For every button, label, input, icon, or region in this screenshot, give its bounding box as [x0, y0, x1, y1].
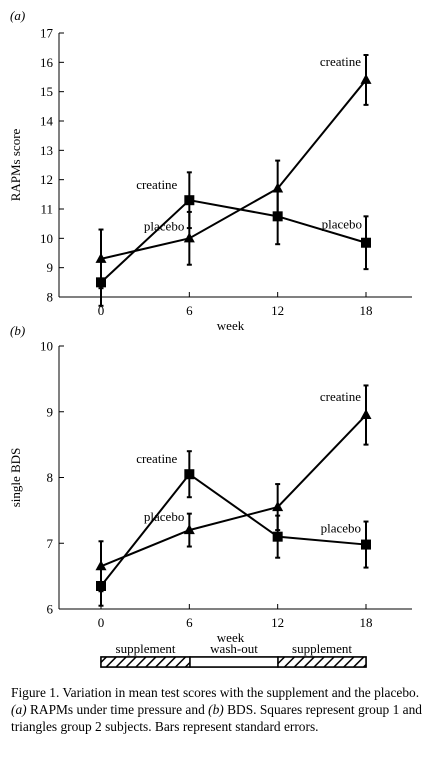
x-axis-label: week [217, 630, 245, 645]
caption-a-tag: (a) [11, 702, 27, 717]
series-annotation: placebo [322, 217, 362, 232]
y-tick-label: 8 [47, 470, 54, 485]
triangle-marker [95, 560, 107, 571]
x-tick-label: 12 [271, 615, 284, 630]
panel-b-chart: 6 7 8 9 10 0 6 12 18 week single BDS (b) creatine pla… [8, 323, 412, 645]
triangle-marker [360, 409, 372, 420]
y-tick-label: 15 [40, 84, 53, 99]
y-tick-label: 17 [40, 26, 54, 41]
triangle-marker [272, 182, 284, 193]
y-tick-label: 10 [40, 231, 53, 246]
y-tick-label: 9 [47, 404, 54, 419]
triangle-marker [360, 73, 372, 84]
triangle-marker [183, 232, 195, 243]
y-tick-label: 7 [47, 536, 54, 551]
timeline-segment [277, 656, 367, 668]
series-line [100, 199, 367, 284]
y-tick-label: 8 [47, 290, 54, 305]
x-tick-label: 0 [98, 615, 105, 630]
series-annotation: creatine [136, 451, 177, 466]
square-marker [361, 237, 371, 248]
timeline-segment-label: supplement [116, 641, 176, 656]
series-annotation: creatine [136, 177, 177, 192]
y-axis-label: single BDS [8, 448, 23, 508]
caption-b-text: BDS. Squares represent group 1 and trian… [11, 702, 422, 734]
caption-lead: Figure 1. Variation in mean test scores … [11, 685, 420, 700]
x-tick-label: 18 [360, 615, 373, 630]
triangle-marker [183, 524, 195, 535]
series-line [100, 79, 367, 260]
series-annotation: placebo [144, 509, 184, 524]
y-tick-label: 6 [47, 602, 54, 617]
x-axis-label: week [217, 318, 245, 333]
series-annotation: placebo [321, 521, 361, 536]
y-tick-label: 14 [40, 114, 54, 129]
y-tick-label: 10 [40, 339, 53, 354]
timeline-segment [100, 656, 191, 668]
y-tick-label: 16 [40, 55, 54, 70]
triangle-marker [272, 501, 284, 512]
series-annotation: placebo [144, 218, 184, 233]
x-tick-label: 0 [98, 303, 105, 318]
timeline-segment-label: supplement [292, 641, 352, 656]
y-tick-label: 13 [40, 143, 53, 158]
caption-a-text: RAPMs under time pressure and [26, 702, 209, 717]
x-tick-label: 6 [186, 303, 193, 318]
figure-caption: Figure 1. Variation in mean test scores … [11, 684, 425, 735]
square-marker [272, 531, 283, 542]
square-marker [184, 469, 195, 480]
panel-label: (a) [10, 8, 25, 23]
series-line [100, 414, 367, 568]
caption-b-tag: (b) [208, 702, 224, 717]
square-marker [361, 539, 371, 550]
figure: 8 9 10 11 12 13 14 15 16 17 0 6 12 18 week RAPMs score (… [8, 8, 412, 668]
timeline-segment-label: wash-out [210, 641, 258, 656]
triangle-marker [95, 252, 107, 263]
x-tick-label: 6 [186, 615, 193, 630]
x-tick-label: 12 [271, 303, 284, 318]
treatment-timeline: supplement wash-out supplement [100, 641, 367, 668]
series-annotation: creatine [320, 389, 361, 404]
x-tick-label: 18 [360, 303, 373, 318]
panel-a-chart: 8 9 10 11 12 13 14 15 16 17 0 6 12 18 week RAPMs score (… [8, 8, 412, 333]
panel-label: (b) [10, 323, 25, 338]
y-tick-label: 9 [47, 260, 54, 275]
y-axis-label: RAPMs score [8, 128, 23, 201]
timeline-segment [189, 656, 279, 668]
y-tick-label: 11 [40, 202, 53, 217]
series-line [100, 472, 367, 587]
y-tick-label: 12 [40, 172, 53, 187]
square-marker [184, 195, 195, 206]
series-annotation: creatine [320, 54, 361, 69]
